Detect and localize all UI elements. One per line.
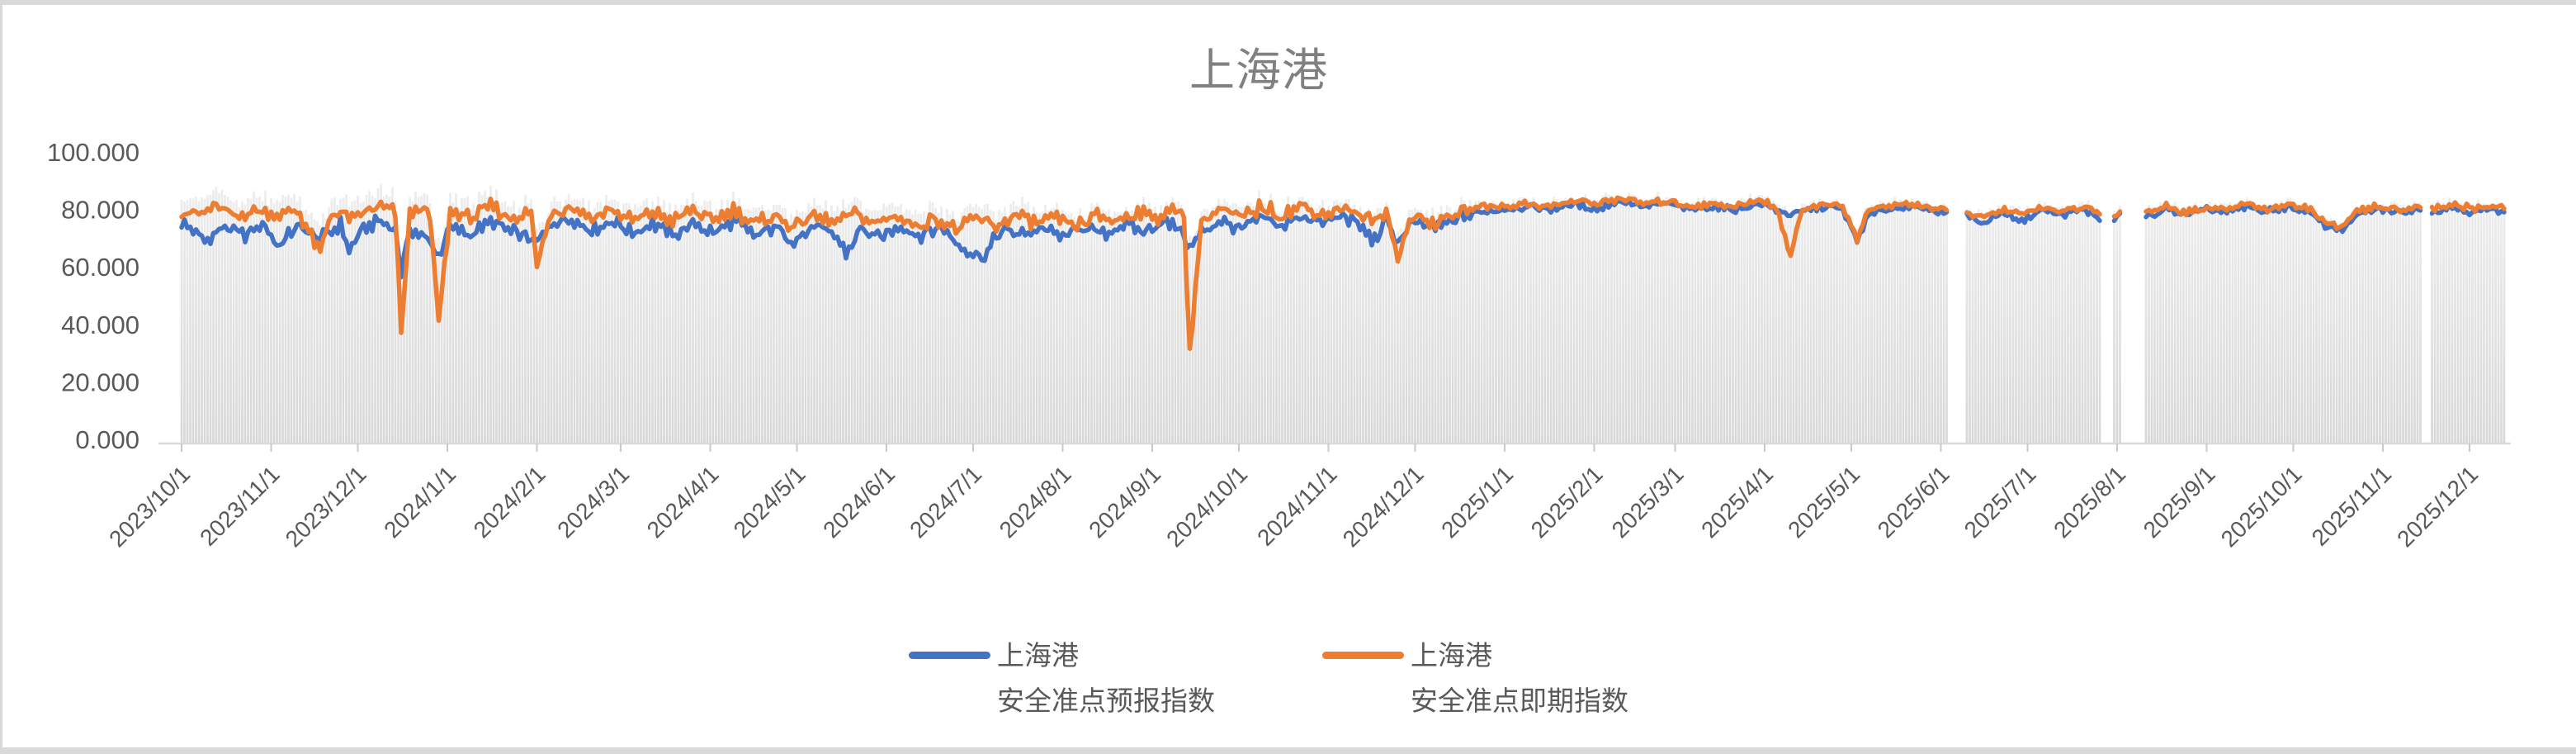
legend-item-spot: 上海港 安全准点即期指数: [1322, 633, 1628, 723]
x-tick-label: 2024/3/1: [552, 461, 634, 543]
legend-label-port: 上海港: [1411, 640, 1492, 671]
legend-label-index: 安全准点即期指数: [1411, 685, 1628, 716]
x-tick-label: 2025/1/1: [1436, 461, 1518, 543]
chart-title: 上海港: [1189, 45, 1328, 96]
x-tick-label: 2025/4/1: [1696, 461, 1778, 543]
day-drop-bars: [180, 183, 2506, 443]
y-tick-label: 80.000: [61, 196, 139, 225]
x-tick-label: 2024/9/1: [1084, 461, 1165, 543]
legend-label-port: 上海港: [997, 640, 1079, 671]
x-tick-label: 2024/8/1: [995, 461, 1076, 543]
x-tick-label: 2023/11/1: [195, 461, 285, 551]
x-tick-label: 2024/12/1: [1338, 461, 1429, 552]
x-tick-label: 2025/12/1: [2392, 461, 2483, 552]
window-frame-bottom: [0, 747, 2576, 754]
legend-item-forecast: 上海港 安全准点预报指数: [909, 633, 1215, 723]
x-tick-label: 2025/6/1: [1873, 461, 1954, 543]
legend-swatch-spot-line: [1322, 652, 1404, 659]
window-frame-left: [0, 0, 2, 754]
x-tick-label: 2024/4/1: [642, 461, 724, 543]
x-tick-label: 2024/5/1: [729, 461, 811, 543]
x-tick-label: 2025/3/1: [1607, 461, 1689, 543]
series-line-spot: [179, 195, 2507, 351]
chart-legend: 上海港 安全准点预报指数 上海港 安全准点即期指数: [909, 633, 1628, 723]
legend-label-index: 安全准点预报指数: [997, 685, 1215, 716]
y-tick-label: 100.000: [47, 138, 139, 167]
x-tick-label: 2025/5/1: [1783, 461, 1865, 543]
x-tick-label: 2024/6/1: [818, 461, 900, 543]
x-tick-label: 2024/1/1: [379, 461, 461, 543]
x-tick-label: 2024/11/1: [1252, 461, 1342, 551]
x-tick-label: 2025/9/1: [2139, 461, 2220, 543]
x-tick-label: 2024/2/1: [469, 461, 551, 543]
x-tick-label: 2024/10/1: [1161, 461, 1252, 552]
x-tick-label: 2025/11/1: [2307, 461, 2397, 551]
y-tick-label: 20.000: [61, 368, 139, 396]
legend-swatch-forecast-line: [909, 652, 990, 659]
x-tick-label: 2023/12/1: [281, 461, 371, 552]
y-tick-label: 40.000: [61, 311, 139, 339]
y-tick-label: 60.000: [61, 253, 139, 282]
x-tick-label: 2025/7/1: [1959, 461, 2041, 543]
x-tick-label: 2025/2/1: [1526, 461, 1608, 543]
y-tick-label: 0.000: [75, 425, 139, 454]
x-tick-label: 2024/7/1: [905, 461, 986, 543]
x-tick-label: 2025/10/1: [2216, 461, 2307, 552]
window-frame-top: [0, 0, 2576, 5]
x-tick-label: 2023/10/1: [104, 461, 195, 552]
x-tick-label: 2025/8/1: [2049, 461, 2130, 543]
